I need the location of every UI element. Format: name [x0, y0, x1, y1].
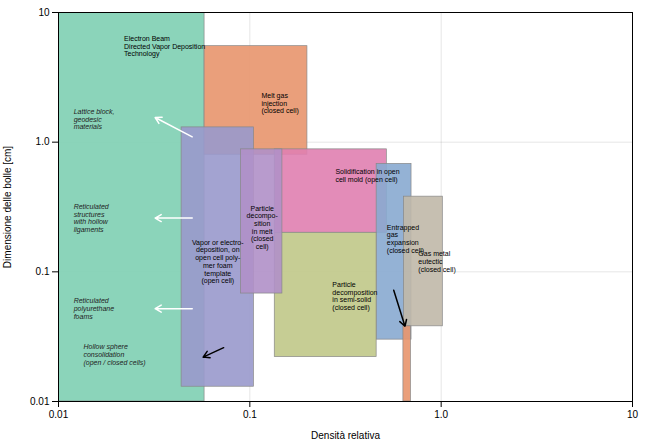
- svg-text:Hollow sphereconsolidation(ope: Hollow sphereconsolidation(open / closed…: [83, 343, 145, 366]
- html-text:gas: gas: [386, 231, 399, 239]
- svg-text:Gas metaleutectic(closed cell): Gas metaleutectic(closed cell): [418, 250, 455, 273]
- svg-text:Reticulatedstructureswith holl: Reticulatedstructureswith hollowligament…: [74, 203, 110, 234]
- svg-text:Particledecompo-sitionin melt(: Particledecompo-sitionin melt(closedcell…: [247, 205, 279, 252]
- svg-text:Densità relativa: Densità relativa: [311, 430, 380, 441]
- svg-text:10: 10: [627, 409, 639, 420]
- html-text:expansion: expansion: [386, 239, 419, 246]
- svg-text:Melt gasinjection(closed cell): Melt gasinjection(closed cell): [261, 92, 298, 115]
- svg-text:0.1: 0.1: [243, 409, 257, 420]
- svg-text:Electron BeamDirected Vapor De: Electron BeamDirected Vapor DepositionTe…: [124, 35, 205, 58]
- svg-text:Particledecompositionin semi-s: Particledecompositionin semi-solid(close…: [332, 281, 377, 312]
- svg-text:Lattice block,geodesicmaterial: Lattice block,geodesicmaterials: [74, 108, 115, 130]
- svg-text:Dimensione delle bolle [cm]: Dimensione delle bolle [cm]: [2, 146, 13, 269]
- html-text:(closed cell): (closed cell): [386, 246, 425, 254]
- svg-text:Solidification in opencell mol: Solidification in opencell mold (open ce…: [335, 168, 399, 184]
- svg-text:0.01: 0.01: [30, 396, 50, 407]
- svg-text:1.0: 1.0: [36, 136, 50, 147]
- svg-text:1.0: 1.0: [434, 409, 448, 420]
- html-text:Entrapped: Entrapped: [386, 223, 420, 231]
- svg-text:10: 10: [38, 7, 50, 18]
- svg-text:0.1: 0.1: [36, 266, 50, 277]
- svg-text:0.01: 0.01: [49, 409, 69, 420]
- svg-text:Vapor or electro-deposition, o: Vapor or electro-deposition, onopen cell…: [192, 239, 244, 285]
- svg-text:Reticulatedpolyurethanefoams: Reticulatedpolyurethanefoams: [73, 297, 115, 319]
